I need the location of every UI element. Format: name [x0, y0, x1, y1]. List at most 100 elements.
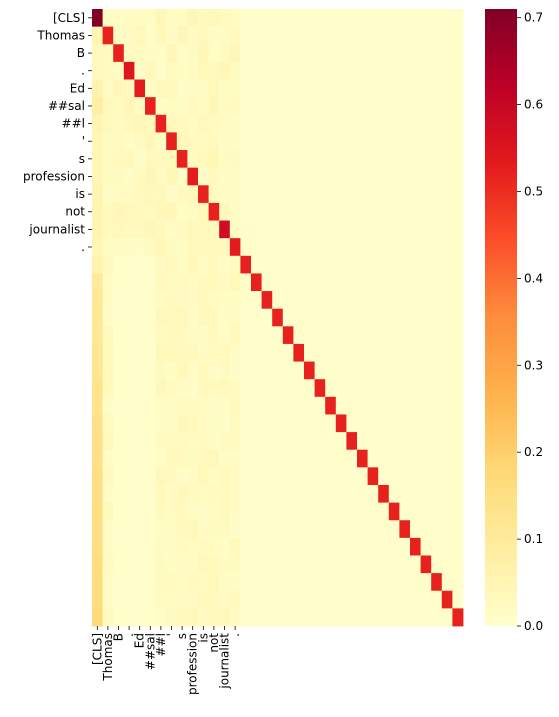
heatmap-cell: [208, 44, 220, 63]
heatmap-cell: [441, 273, 453, 292]
heatmap-cell: [357, 608, 368, 627]
heatmap-cell: [314, 167, 326, 186]
heatmap-cell: [335, 484, 347, 503]
heatmap-cell: [208, 26, 220, 45]
heatmap-cell: [219, 520, 231, 539]
heatmap-cell: [346, 414, 358, 433]
heatmap-cell: [198, 220, 209, 239]
heatmap-cell: [378, 150, 390, 169]
heatmap-cell: [102, 167, 114, 186]
heatmap-cell: [335, 150, 347, 169]
heatmap-cell: [378, 414, 390, 433]
heatmap-cell: [314, 79, 326, 98]
x-tick-label: s: [175, 633, 189, 639]
heatmap-cell: [102, 273, 114, 292]
heatmap-cell: [282, 97, 294, 116]
heatmap-cell: [367, 590, 379, 609]
heatmap-cell: [229, 308, 241, 327]
heatmap-cell: [314, 467, 326, 486]
heatmap-cell: [420, 608, 432, 627]
heatmap-cell: [219, 167, 231, 186]
heatmap-cell: [388, 414, 400, 433]
heatmap-cell: [325, 590, 337, 609]
heatmap-cell: [399, 26, 411, 45]
heatmap-cell: [325, 202, 337, 221]
heatmap-cell: [346, 449, 358, 468]
heatmap-cell: [198, 291, 209, 310]
heatmap-cell: [176, 343, 188, 362]
heatmap-cell: [102, 520, 114, 539]
heatmap-cell: [335, 608, 347, 627]
heatmap-cell: [261, 379, 273, 398]
heatmap-cell: [166, 590, 178, 609]
heatmap-cell: [92, 326, 103, 345]
heatmap-cell: [102, 79, 114, 98]
heatmap-cell: [388, 220, 400, 239]
heatmap-cell: [229, 79, 241, 98]
heatmap-cell: [261, 502, 273, 521]
heatmap-cell: [240, 79, 252, 98]
heatmap-cell: [166, 61, 178, 80]
heatmap-cell: [155, 202, 167, 221]
heatmap-cell: [155, 255, 167, 274]
heatmap-cell: [346, 343, 358, 362]
heatmap-cell: [155, 220, 167, 239]
heatmap-cell: [219, 379, 231, 398]
heatmap-cell: [134, 414, 146, 433]
heatmap-cell: [198, 361, 209, 380]
heatmap-cell: [420, 361, 432, 380]
heatmap-cell: [145, 573, 156, 592]
heatmap-cell: [134, 520, 146, 539]
x-tick-label: .: [228, 633, 242, 637]
heatmap-cell: [229, 185, 241, 204]
heatmap-cell: [346, 502, 358, 521]
heatmap-cell: [166, 502, 178, 521]
heatmap-cell: [304, 220, 315, 239]
heatmap-cell: [187, 608, 199, 627]
heatmap-cell: [113, 44, 125, 63]
heatmap-cell: [399, 379, 411, 398]
heatmap-cell: [208, 573, 220, 592]
heatmap-cell: [325, 255, 337, 274]
heatmap-cell: [441, 255, 453, 274]
heatmap-cell: [367, 61, 379, 80]
heatmap-cell: [166, 520, 178, 539]
heatmap-cell: [441, 202, 453, 221]
heatmap-cell: [346, 555, 358, 574]
heatmap-cell: [410, 150, 421, 169]
heatmap-cell: [102, 573, 114, 592]
heatmap-cell: [134, 361, 146, 380]
heatmap-cell: [251, 9, 262, 28]
heatmap-cell: [219, 396, 231, 415]
heatmap-cell: [304, 520, 315, 539]
heatmap-cell: [367, 273, 379, 292]
heatmap-cell: [410, 326, 421, 345]
heatmap-cell: [176, 291, 188, 310]
heatmap-cell: [293, 608, 305, 627]
heatmap-cell: [388, 520, 400, 539]
heatmap-cell: [261, 520, 273, 539]
heatmap-cell: [251, 502, 262, 521]
heatmap-cell: [367, 467, 379, 486]
heatmap-cell: [261, 150, 273, 169]
heatmap-cell: [325, 361, 337, 380]
heatmap-cell: [155, 150, 167, 169]
heatmap-cell: [282, 308, 294, 327]
heatmap-cell: [272, 114, 284, 133]
heatmap-cell: [325, 44, 337, 63]
heatmap-cell: [229, 9, 241, 28]
heatmap-cell: [102, 255, 114, 274]
heatmap-cell: [219, 44, 231, 63]
heatmap-cell: [293, 97, 305, 116]
heatmap-cell: [155, 537, 167, 556]
heatmap-cell: [325, 573, 337, 592]
heatmap-cell: [282, 484, 294, 503]
heatmap-cell: [240, 44, 252, 63]
heatmap-cell: [314, 537, 326, 556]
heatmap-cell: [208, 132, 220, 151]
heatmap-cell: [378, 202, 390, 221]
heatmap-cell: [251, 361, 262, 380]
heatmap-cell: [102, 396, 114, 415]
heatmap-cell: [145, 608, 156, 627]
heatmap-cell: [176, 432, 188, 451]
